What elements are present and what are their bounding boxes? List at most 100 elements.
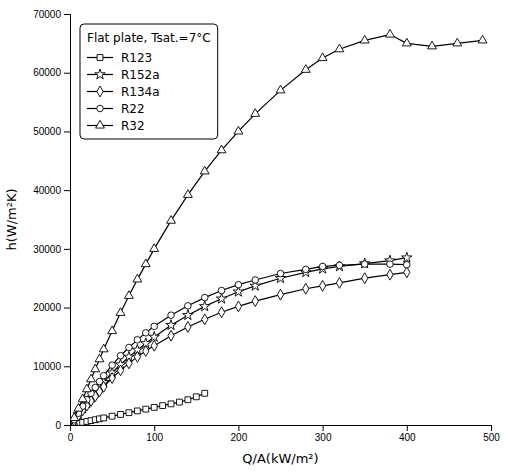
marker <box>360 35 369 43</box>
x-tick: 300 <box>315 425 332 443</box>
marker <box>101 415 107 421</box>
marker <box>108 326 117 334</box>
x-axis-line <box>71 426 492 432</box>
marker <box>168 312 175 319</box>
marker <box>252 296 258 307</box>
marker <box>117 365 123 376</box>
marker <box>251 109 260 117</box>
marker <box>133 274 142 282</box>
legend-item: R134a <box>87 85 160 99</box>
marker <box>126 410 132 416</box>
marker <box>217 145 226 153</box>
marker <box>125 291 134 299</box>
legend-marker <box>97 105 104 112</box>
legend-marker <box>96 120 105 128</box>
series-line <box>74 258 407 421</box>
y-axis: 010000200003000040000500006000070000 <box>33 9 70 431</box>
marker <box>95 354 104 362</box>
legend-item: R22 <box>87 102 145 116</box>
marker <box>183 310 193 320</box>
plot: 0100200300400500010000200003000040000500… <box>33 9 500 443</box>
marker <box>336 262 343 269</box>
tick-label: 500 <box>483 432 500 443</box>
legend-marker <box>97 86 103 97</box>
tick-label: 40000 <box>33 185 61 196</box>
marker <box>166 320 176 330</box>
tick-label: 20000 <box>33 302 61 313</box>
legend-label: R22 <box>121 102 145 116</box>
legend-item: R32 <box>87 119 145 133</box>
marker <box>200 166 209 174</box>
marker <box>386 29 395 37</box>
marker <box>109 362 116 369</box>
tick-mark <box>64 249 70 250</box>
tick-mark <box>238 425 239 431</box>
legend-label: R152a <box>121 68 160 82</box>
marker <box>428 41 437 49</box>
marker <box>116 308 125 316</box>
series-markers <box>70 252 412 425</box>
data <box>70 29 487 425</box>
y-tick: 0 <box>55 420 70 431</box>
marker <box>151 323 158 330</box>
y-tick: 30000 <box>33 244 70 255</box>
marker <box>319 263 326 270</box>
y-tick: 60000 <box>33 67 70 78</box>
chart: 0100200300400500010000200003000040000500… <box>0 0 511 473</box>
tick-mark <box>64 308 70 309</box>
tick-mark <box>64 366 70 367</box>
marker <box>96 378 103 385</box>
marker <box>202 314 208 325</box>
marker <box>216 293 226 303</box>
tick-mark <box>323 425 324 431</box>
marker <box>177 399 183 405</box>
marker <box>252 277 259 284</box>
marker <box>387 269 393 280</box>
tick-label: 30000 <box>33 244 61 255</box>
series-markers <box>71 261 410 423</box>
marker <box>404 267 410 278</box>
marker <box>201 294 208 301</box>
legend: Flat plate, Tsat.=7°CR123R152aR134aR22R3… <box>80 24 218 139</box>
marker <box>235 281 242 288</box>
marker <box>199 301 209 311</box>
x-tick: 200 <box>231 425 248 443</box>
marker <box>234 126 243 134</box>
marker <box>453 38 462 46</box>
legend-marker <box>97 55 103 61</box>
tick-label: 100 <box>146 432 163 443</box>
marker <box>78 394 87 402</box>
marker <box>91 364 100 372</box>
legend-label: R123 <box>121 51 152 65</box>
marker <box>402 252 412 262</box>
marker <box>334 261 344 271</box>
marker <box>151 404 157 410</box>
marker <box>276 85 285 93</box>
marker <box>99 344 108 352</box>
legend-item: R152a <box>87 68 160 82</box>
x-tick: 100 <box>146 425 163 443</box>
x-axis: 0100200300400500 <box>68 425 501 443</box>
x-axis-title: Q/A(kW/m²) <box>242 451 318 466</box>
tick-mark <box>154 425 155 431</box>
marker <box>402 38 411 46</box>
marker <box>336 277 342 288</box>
marker <box>109 413 115 419</box>
marker <box>143 346 149 357</box>
tick-label: 0 <box>55 420 61 431</box>
marker <box>117 352 124 359</box>
legend-item: R123 <box>87 51 152 65</box>
marker <box>301 65 310 73</box>
tick-mark <box>64 425 70 426</box>
marker <box>168 401 174 407</box>
marker <box>74 403 83 411</box>
x-tick: 500 <box>483 425 500 443</box>
tick-mark <box>64 190 70 191</box>
marker <box>183 190 192 198</box>
marker <box>318 53 327 61</box>
series-line <box>74 35 482 418</box>
tick-mark <box>64 131 70 132</box>
marker <box>168 330 174 341</box>
x-tick: 400 <box>399 425 416 443</box>
marker <box>202 390 208 396</box>
